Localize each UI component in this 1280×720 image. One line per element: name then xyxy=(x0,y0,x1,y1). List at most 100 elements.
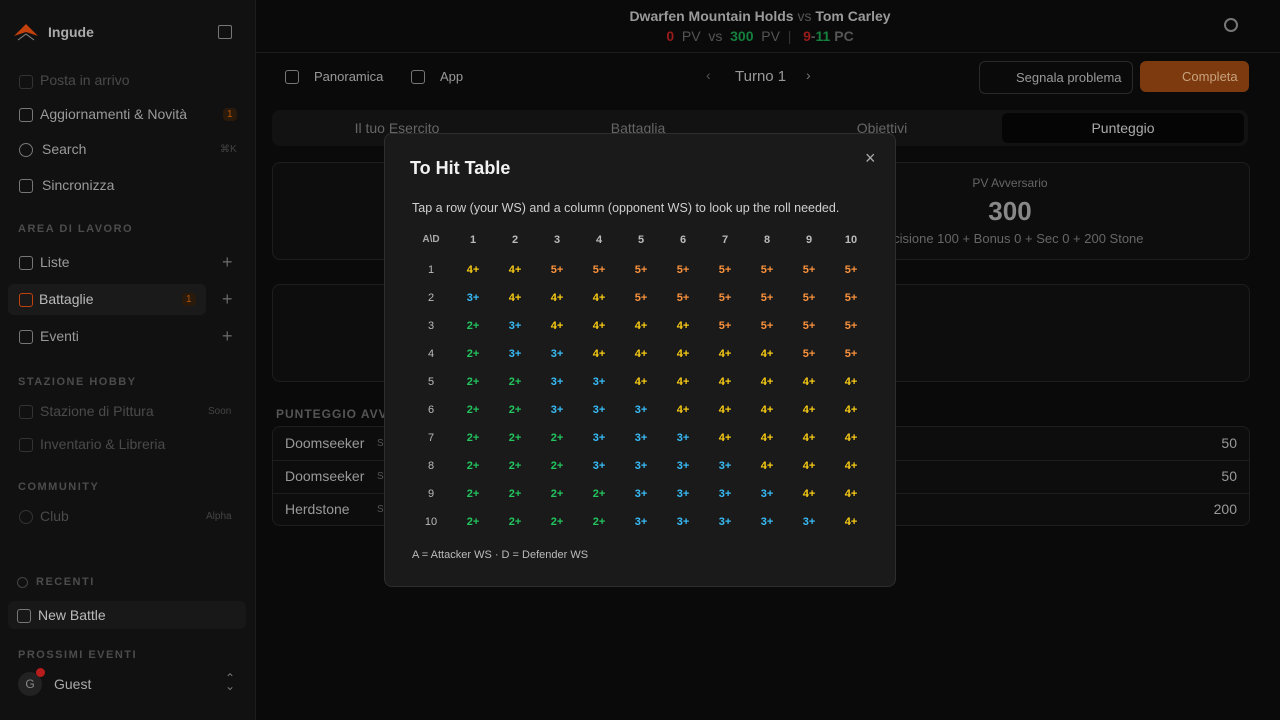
table-cell: 2+ xyxy=(466,348,480,360)
table-cell: 5+ xyxy=(634,292,648,304)
table-cell: 5+ xyxy=(844,348,858,360)
nav-item[interactable]: Battaglie xyxy=(39,291,94,307)
column-header: 1 xyxy=(469,234,477,246)
column-header: 2 xyxy=(511,234,519,246)
brand[interactable]: Ingude xyxy=(48,24,94,40)
table-cell: 5+ xyxy=(550,264,564,276)
table-cell: 4+ xyxy=(802,460,816,472)
table-cell: 2+ xyxy=(508,432,522,444)
table-cell: 3+ xyxy=(802,516,816,528)
nav-item[interactable]: Posta in arrivo xyxy=(40,72,130,88)
nav-item[interactable]: Eventi xyxy=(40,328,79,344)
complete-button[interactable]: Completa xyxy=(1140,61,1249,92)
next-turn[interactable]: › xyxy=(806,67,811,83)
column-header: 10 xyxy=(844,234,858,246)
matchup: Dwarfen Mountain Holds vs Tom Carley xyxy=(256,8,1264,24)
table-cell: 2+ xyxy=(508,460,522,472)
recent-bg xyxy=(8,601,246,629)
table-cell: 4+ xyxy=(760,460,774,472)
table-cell: 3+ xyxy=(550,348,564,360)
tab[interactable]: Punteggio xyxy=(1091,120,1155,136)
table-cell: 5+ xyxy=(718,292,732,304)
table-cell: 3+ xyxy=(592,404,606,416)
row-header: 5 xyxy=(427,376,435,388)
table-cell: 2+ xyxy=(592,516,606,528)
badge: 1 xyxy=(182,293,196,306)
active-bg xyxy=(8,284,206,315)
table-cell: 5+ xyxy=(592,264,606,276)
nav-item[interactable]: Aggiornamenti & Novità xyxy=(40,106,188,122)
table-cell: 4+ xyxy=(760,432,774,444)
tab[interactable]: Obiettivi xyxy=(856,120,908,136)
table-cell: 2+ xyxy=(466,460,480,472)
table-cell: 5+ xyxy=(844,264,858,276)
header: Dwarfen Mountain Holds vs Tom Carley 0 P… xyxy=(256,0,1280,53)
report-button[interactable]: Segnala problema xyxy=(979,61,1133,94)
table-cell: 5+ xyxy=(760,264,774,276)
table-cell: 4+ xyxy=(676,320,690,332)
row-name: Doomseeker xyxy=(285,468,365,484)
score-value: 300 xyxy=(988,196,1032,226)
vs: vs xyxy=(797,8,812,24)
add-button[interactable]: + xyxy=(222,326,233,346)
toolbar-button[interactable]: Panoramica xyxy=(314,69,384,84)
add-button[interactable]: + xyxy=(222,252,233,272)
table-cell: 3+ xyxy=(550,376,564,388)
table-cell: 2+ xyxy=(466,320,480,332)
nav-item[interactable]: Stazione di Pittura xyxy=(40,403,154,419)
their-score: 300 xyxy=(730,28,754,44)
toolbar-button[interactable]: App xyxy=(440,69,464,84)
section-title: AREA DI LAVORO xyxy=(18,223,134,235)
clip: PROSSIMI EVENTI xyxy=(0,645,254,662)
logo xyxy=(14,24,38,41)
table-cell: 4+ xyxy=(760,348,774,360)
table-cell: 2+ xyxy=(508,516,522,528)
row-name: Doomseeker xyxy=(285,435,365,451)
user-name[interactable]: Guest xyxy=(54,676,92,692)
row-points: 200 xyxy=(1213,501,1237,517)
nav-item[interactable]: Club xyxy=(40,508,69,524)
collapse-button[interactable] xyxy=(218,25,232,39)
army: Dwarfen Mountain Holds xyxy=(629,8,794,24)
opponent: Tom Carley xyxy=(815,8,891,24)
table-cell: 3+ xyxy=(676,516,690,528)
tab[interactable]: Il tuo Esercito xyxy=(354,120,440,136)
nav-item[interactable]: Sincronizza xyxy=(42,177,115,193)
table-cell: 2+ xyxy=(508,488,522,500)
shortcut: ⌘K xyxy=(220,144,237,155)
table-cell: 3+ xyxy=(466,292,480,304)
close-button[interactable]: × xyxy=(865,148,876,168)
table-cell: 3+ xyxy=(634,404,648,416)
row-header: 3 xyxy=(427,320,435,332)
table-cell: 3+ xyxy=(592,376,606,388)
nav-item[interactable]: Search xyxy=(42,141,87,157)
modal-legend: A = Attacker WS · D = Defender WS xyxy=(412,549,589,561)
table-cell: 4+ xyxy=(676,376,690,388)
table-cell: 5+ xyxy=(676,264,690,276)
table-cell: 2+ xyxy=(466,488,480,500)
modal-description: Tap a row (your WS) and a column (oppone… xyxy=(412,201,840,215)
nav-item[interactable]: Liste xyxy=(40,254,70,270)
theme-toggle[interactable] xyxy=(1224,18,1238,32)
table-cell: 5+ xyxy=(718,320,732,332)
nav-item[interactable]: Inventario & Libreria xyxy=(40,436,166,452)
recent-item[interactable]: New Battle xyxy=(38,607,106,623)
prev-turn[interactable]: ‹ xyxy=(706,67,711,83)
table-cell: 4+ xyxy=(634,348,648,360)
table-cell: 3+ xyxy=(634,516,648,528)
table-cell: 4+ xyxy=(466,264,480,276)
chevrons[interactable]: ⌃ ⌄ xyxy=(225,671,236,693)
tab[interactable]: Battaglia xyxy=(610,120,666,136)
table-cell: 3+ xyxy=(550,404,564,416)
row-header: 1 xyxy=(427,264,435,276)
add-button[interactable]: + xyxy=(222,289,233,309)
table-cell: 4+ xyxy=(592,348,606,360)
table-cell: 3+ xyxy=(676,432,690,444)
pc-a: 9 xyxy=(803,28,811,44)
table-cell: 4+ xyxy=(844,460,858,472)
row-header: 10 xyxy=(424,516,438,528)
table-cell: 4+ xyxy=(844,376,858,388)
tabs: Il tuo Esercito Battaglia Obiettivi Punt… xyxy=(272,110,1248,146)
column-header: 3 xyxy=(553,234,561,246)
